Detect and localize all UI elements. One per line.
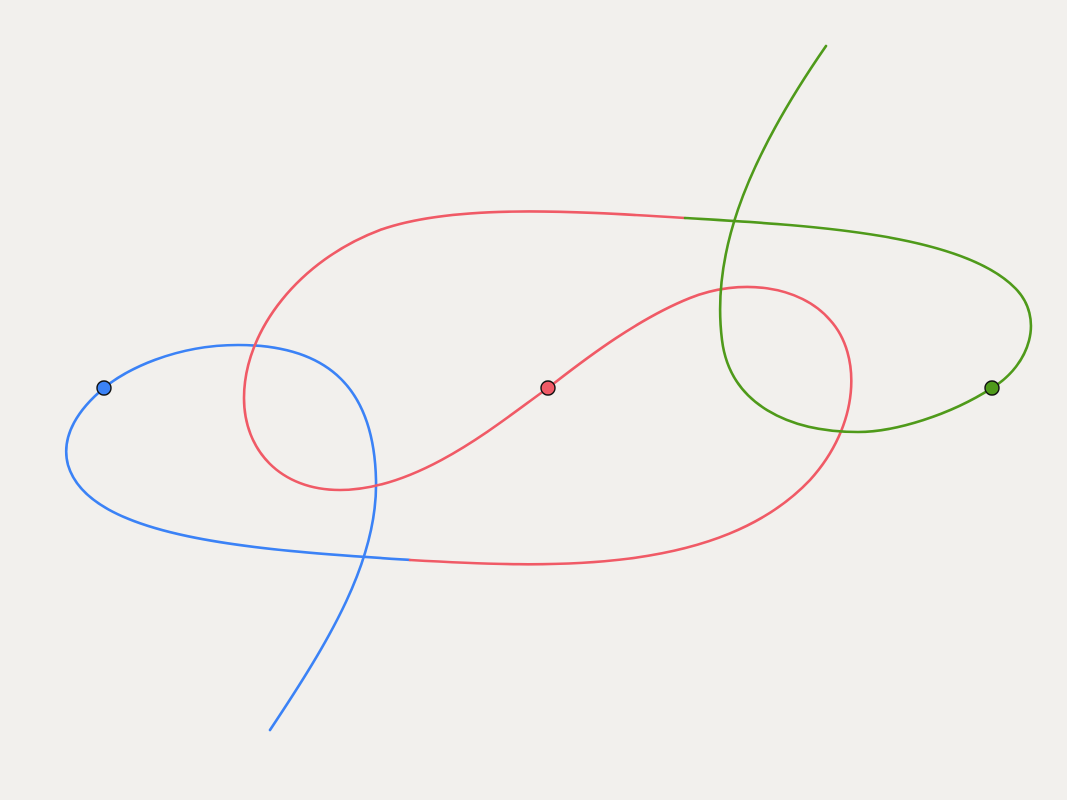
blue-curve[interactable] (65, 343, 412, 732)
green-curve[interactable] (683, 44, 1033, 434)
green-node[interactable] (984, 380, 1000, 396)
blue-node[interactable] (96, 380, 112, 396)
red-node[interactable] (540, 380, 556, 396)
